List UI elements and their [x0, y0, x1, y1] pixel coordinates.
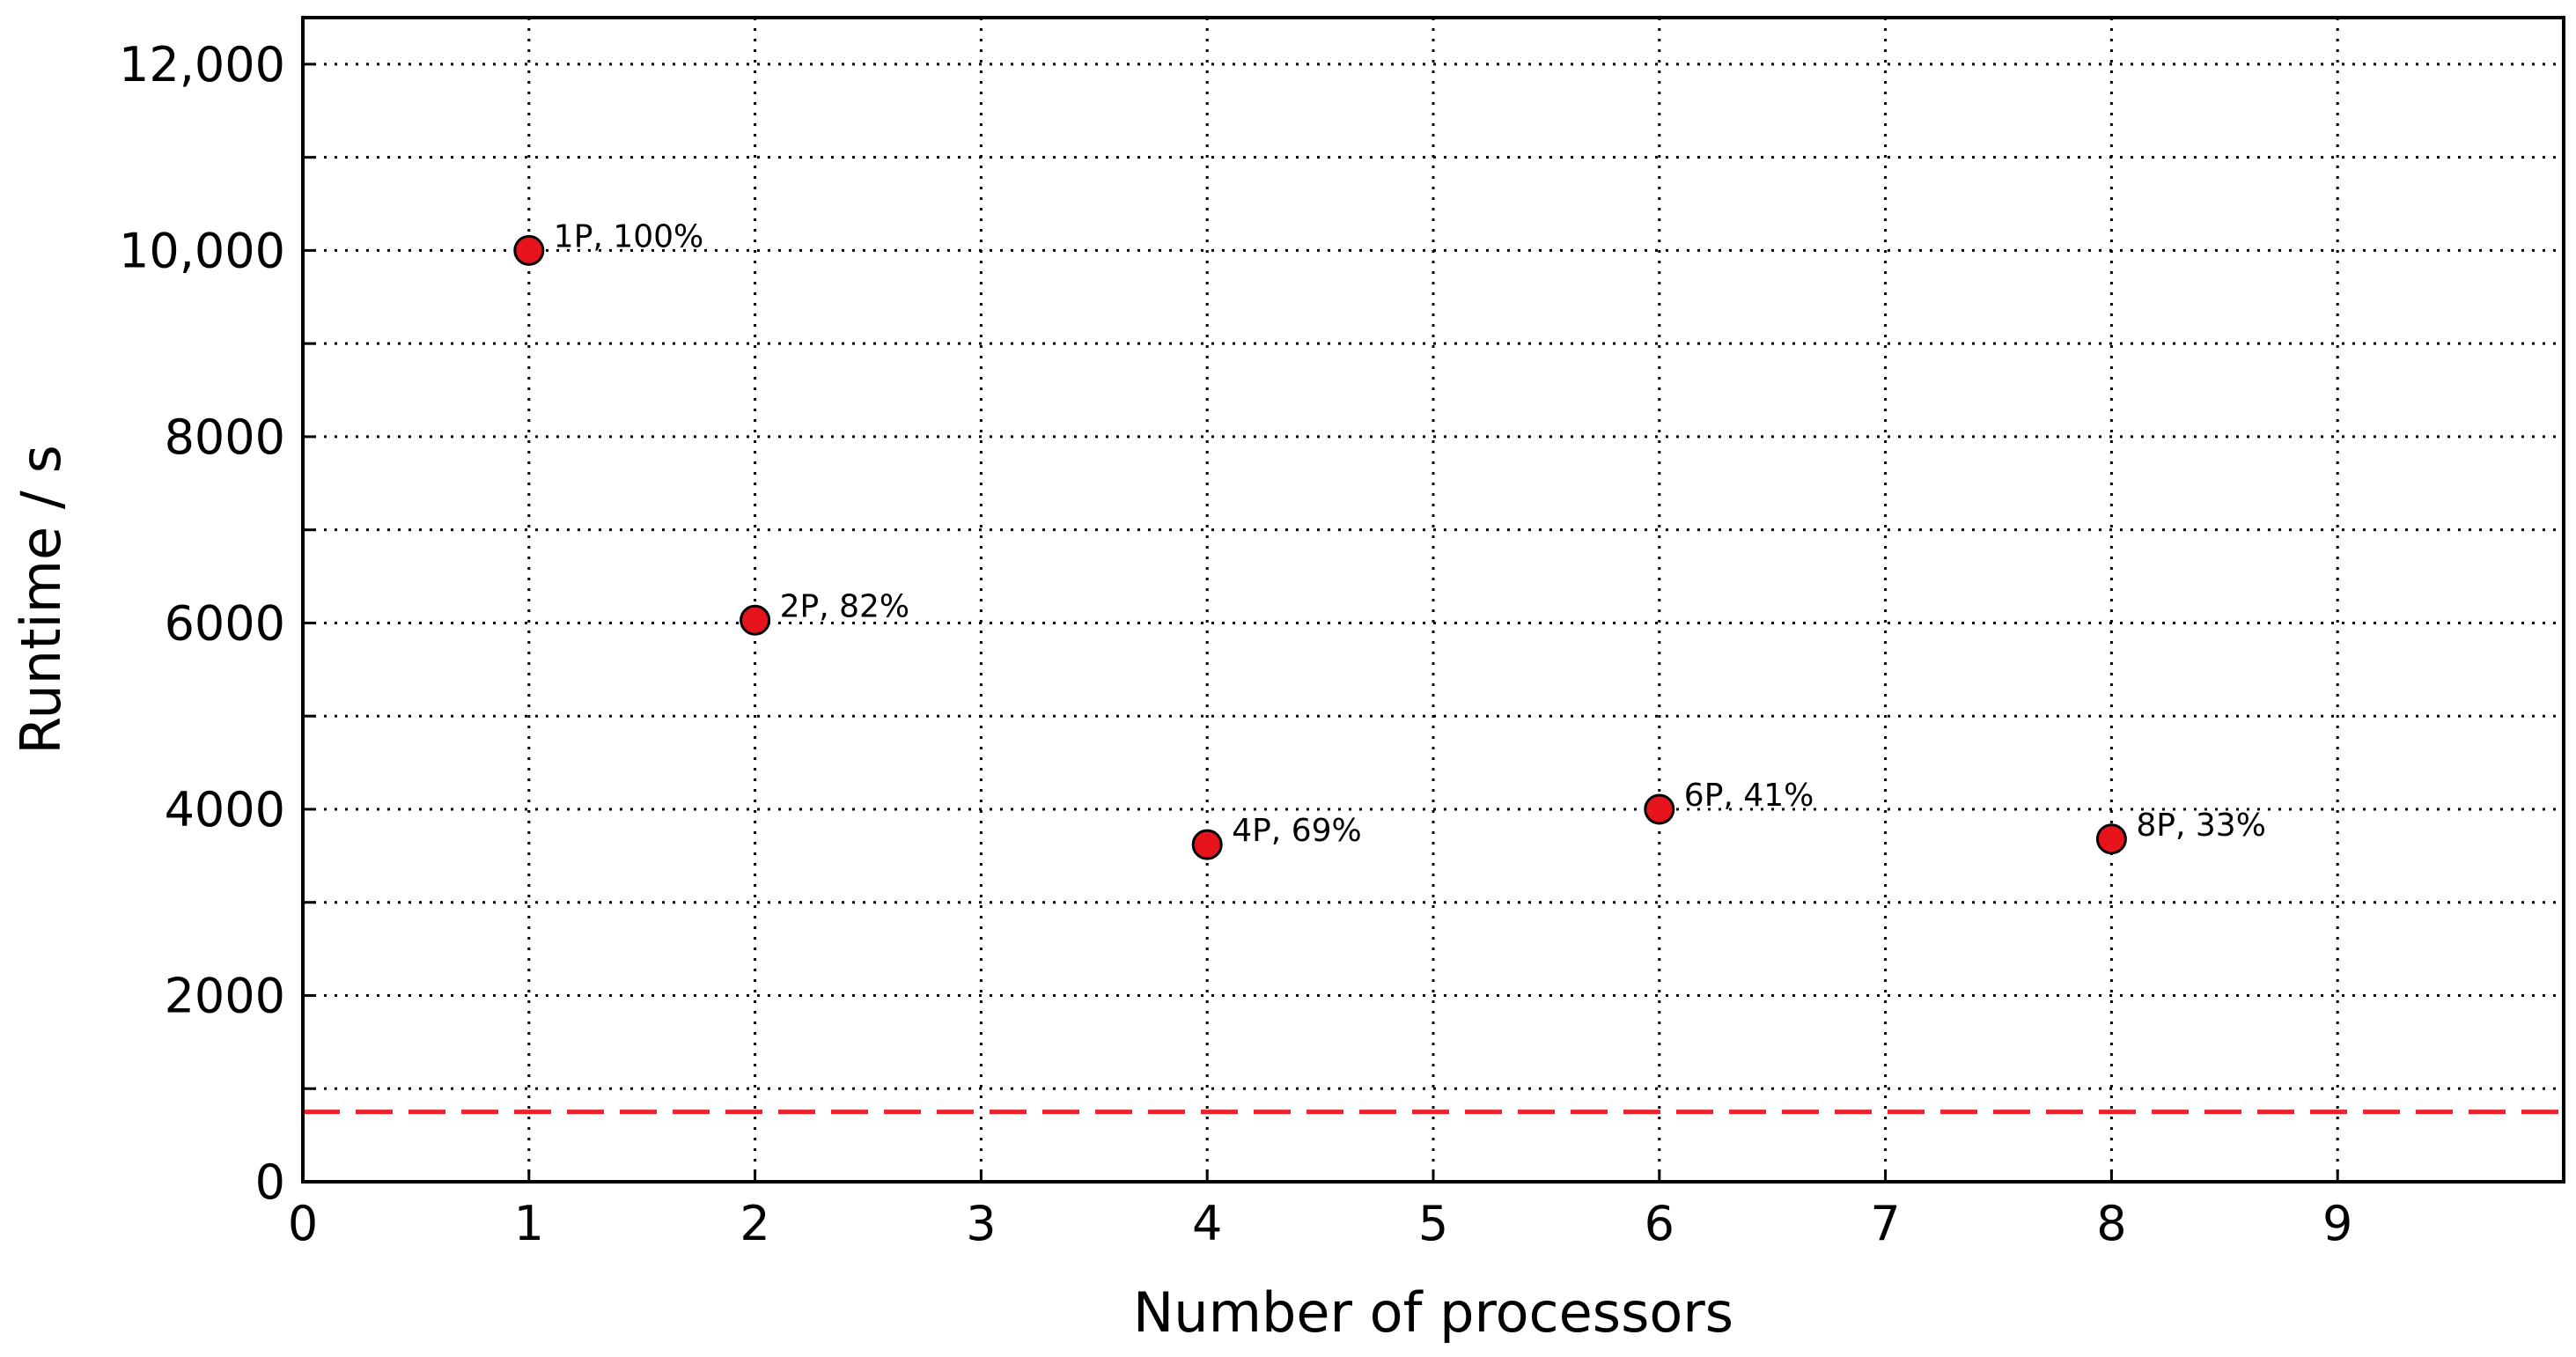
- y-tick-label: 12,000: [119, 37, 285, 92]
- data-point: [1191, 829, 1223, 860]
- data-point: [740, 604, 771, 636]
- x-tick-label: 1: [514, 1196, 544, 1251]
- data-point: [2095, 823, 2127, 855]
- y-tick-label: 2000: [165, 968, 285, 1023]
- x-tick-label: 0: [288, 1196, 318, 1251]
- grid: [303, 18, 2564, 1182]
- y-tick-label: 4000: [165, 782, 285, 837]
- point-label: 1P, 100%: [554, 218, 703, 254]
- point-label: 4P, 69%: [1232, 813, 1362, 849]
- x-tick-label: 6: [1645, 1196, 1674, 1251]
- y-tick-label: 8000: [165, 409, 285, 465]
- point-label: 6P, 41%: [1684, 778, 1814, 814]
- y-tick-label: 0: [255, 1154, 285, 1210]
- data-point: [1644, 793, 1675, 825]
- y-axis-title: Runtime / s: [9, 445, 73, 755]
- point-label: 8P, 33%: [2136, 808, 2266, 844]
- x-tick-label: 5: [1418, 1196, 1448, 1251]
- x-tick-label: 2: [740, 1196, 769, 1251]
- y-tick-label: 10,000: [119, 223, 285, 278]
- x-tick-label: 7: [1870, 1196, 1900, 1251]
- data-point: [513, 234, 545, 266]
- data-points: 1P, 100% 2P, 82% 4P, 69% 6P, 41% 8P, 33%: [513, 218, 2266, 860]
- plot-frame: [301, 16, 2565, 1184]
- x-tick-label: 8: [2096, 1196, 2126, 1251]
- axis-ticks: 0 1 2 3 4 5 6 7 8 9 0 2000 4000 6000 8000 10,000 12,000: [119, 37, 2352, 1251]
- x-axis-title: Number of processors: [1133, 1280, 1733, 1345]
- y-tick-label: 6000: [165, 595, 285, 651]
- x-tick-label: 9: [2322, 1196, 2352, 1251]
- x-tick-label: 3: [966, 1196, 996, 1251]
- point-label: 2P, 82%: [780, 588, 910, 624]
- x-tick-label: 4: [1192, 1196, 1222, 1251]
